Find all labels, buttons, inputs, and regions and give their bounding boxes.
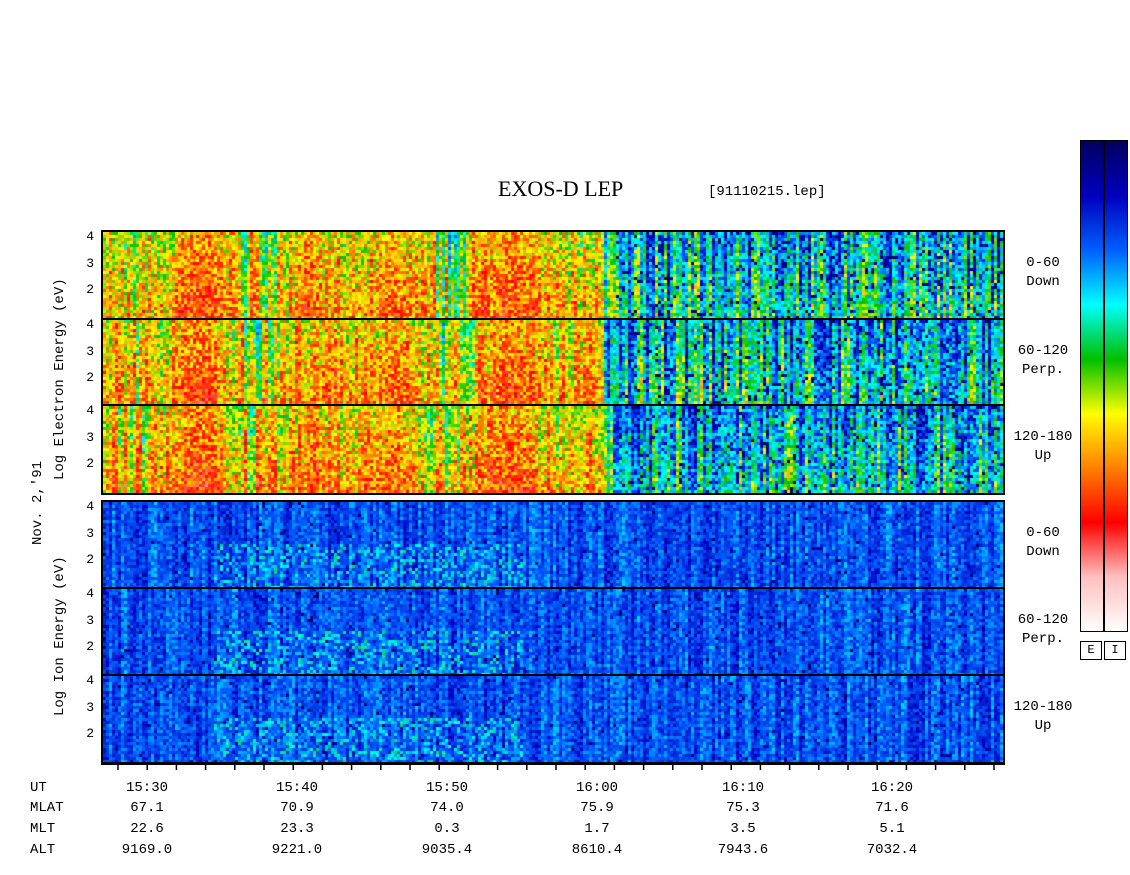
axis-value-mlt: 23.3 bbox=[280, 821, 314, 837]
spectrogram-electron-0 bbox=[101, 230, 1005, 321]
pitch-direction: Down bbox=[1026, 274, 1060, 290]
pitch-range: 60-120 bbox=[1017, 343, 1069, 359]
pitch-direction: Down bbox=[1026, 544, 1060, 560]
date-label: Nov. 2,'91 bbox=[30, 460, 46, 545]
axis-value-alt: 9221.0 bbox=[271, 842, 323, 858]
y-tick-label: 4 bbox=[86, 673, 94, 689]
axis-value-alt: 7032.4 bbox=[866, 842, 918, 858]
axis-value-alt: 9169.0 bbox=[121, 842, 173, 858]
axis-value-ut: 16:10 bbox=[721, 780, 764, 796]
axis-value-mlat: 71.6 bbox=[875, 800, 909, 816]
y-tick-label: 2 bbox=[86, 726, 94, 742]
y-tick-label: 2 bbox=[86, 639, 94, 655]
chart-title: EXOS-D LEP bbox=[498, 176, 624, 201]
pitch-range: 0-60 bbox=[1026, 525, 1060, 541]
axis-row-label-mlat: MLAT bbox=[30, 800, 64, 816]
pitch-range: 0-60 bbox=[1026, 255, 1060, 271]
spectrogram-ion-3 bbox=[101, 500, 1005, 591]
y-tick-label: 2 bbox=[86, 552, 94, 568]
y-tick-label: 4 bbox=[86, 229, 94, 245]
spectrogram-ion-5 bbox=[101, 674, 1005, 765]
y-tick-label: 4 bbox=[86, 317, 94, 333]
pitch-direction: Up bbox=[1034, 448, 1052, 464]
y-tick-label: 2 bbox=[86, 282, 94, 298]
axis-value-mlt: 0.3 bbox=[434, 821, 460, 837]
axis-value-alt: 9035.4 bbox=[421, 842, 473, 858]
colorbar-label-i: I bbox=[1104, 641, 1126, 660]
y-tick-label: 4 bbox=[86, 499, 94, 515]
y-tick-label: 2 bbox=[86, 370, 94, 386]
axis-value-mlat: 67.1 bbox=[130, 800, 164, 816]
pitch-direction: Perp. bbox=[1021, 362, 1064, 378]
spectrogram-electron-2 bbox=[101, 404, 1005, 495]
colorbar-electron bbox=[1080, 140, 1104, 632]
y-tick-label: 3 bbox=[86, 430, 94, 446]
pitch-angle-label: 0-60 Down bbox=[1003, 254, 1083, 292]
y-tick-label: 3 bbox=[86, 526, 94, 542]
colorbar-label-e: E bbox=[1080, 641, 1102, 660]
colorbar-ion bbox=[1104, 140, 1128, 632]
y-tick-label: 3 bbox=[86, 700, 94, 716]
pitch-angle-label: 0-60 Down bbox=[1003, 524, 1083, 562]
y-tick-label: 2 bbox=[86, 456, 94, 472]
axis-value-ut: 15:50 bbox=[425, 780, 468, 796]
axis-value-mlt: 22.6 bbox=[130, 821, 164, 837]
axis-value-mlt: 5.1 bbox=[879, 821, 905, 837]
pitch-range: 120-180 bbox=[1013, 429, 1073, 445]
axis-value-ut: 15:30 bbox=[125, 780, 168, 796]
pitch-angle-label: 60-120 Perp. bbox=[1003, 611, 1083, 649]
axis-row-label-mlt: MLT bbox=[30, 821, 56, 837]
pitch-angle-label: 120-180 Up bbox=[1003, 698, 1083, 736]
spectrogram-electron-1 bbox=[101, 318, 1005, 409]
axis-value-ut: 16:20 bbox=[870, 780, 913, 796]
y-tick-label: 3 bbox=[86, 613, 94, 629]
axis-value-mlat: 75.9 bbox=[580, 800, 614, 816]
pitch-direction: Perp. bbox=[1021, 631, 1064, 647]
y-tick-label: 4 bbox=[86, 403, 94, 419]
axis-value-mlat: 75.3 bbox=[726, 800, 760, 816]
pitch-range: 60-120 bbox=[1017, 612, 1069, 628]
file-name: [91110215.lep] bbox=[708, 184, 826, 200]
axis-row-label-alt: ALT bbox=[30, 842, 56, 858]
axis-value-mlat: 74.0 bbox=[430, 800, 464, 816]
axis-value-alt: 8610.4 bbox=[571, 842, 623, 858]
pitch-range: 120-180 bbox=[1013, 699, 1073, 715]
y-tick-label: 3 bbox=[86, 344, 94, 360]
axis-value-mlat: 70.9 bbox=[280, 800, 314, 816]
y-tick-label: 3 bbox=[86, 256, 94, 272]
pitch-direction: Up bbox=[1034, 718, 1052, 734]
axis-row-label-ut: UT bbox=[30, 780, 47, 796]
axis-value-mlt: 1.7 bbox=[584, 821, 610, 837]
ion-axis-label: Log Ion Energy (eV) bbox=[52, 556, 68, 716]
axis-value-ut: 16:00 bbox=[575, 780, 618, 796]
pitch-angle-label: 60-120 Perp. bbox=[1003, 342, 1083, 380]
y-tick-label: 4 bbox=[86, 586, 94, 602]
spectrogram-ion-4 bbox=[101, 587, 1005, 678]
axis-value-alt: 7943.6 bbox=[717, 842, 769, 858]
axis-value-ut: 15:40 bbox=[275, 780, 318, 796]
electron-axis-label: Log Electron Energy (eV) bbox=[52, 278, 68, 480]
pitch-angle-label: 120-180 Up bbox=[1003, 428, 1083, 466]
axis-value-mlt: 3.5 bbox=[730, 821, 756, 837]
